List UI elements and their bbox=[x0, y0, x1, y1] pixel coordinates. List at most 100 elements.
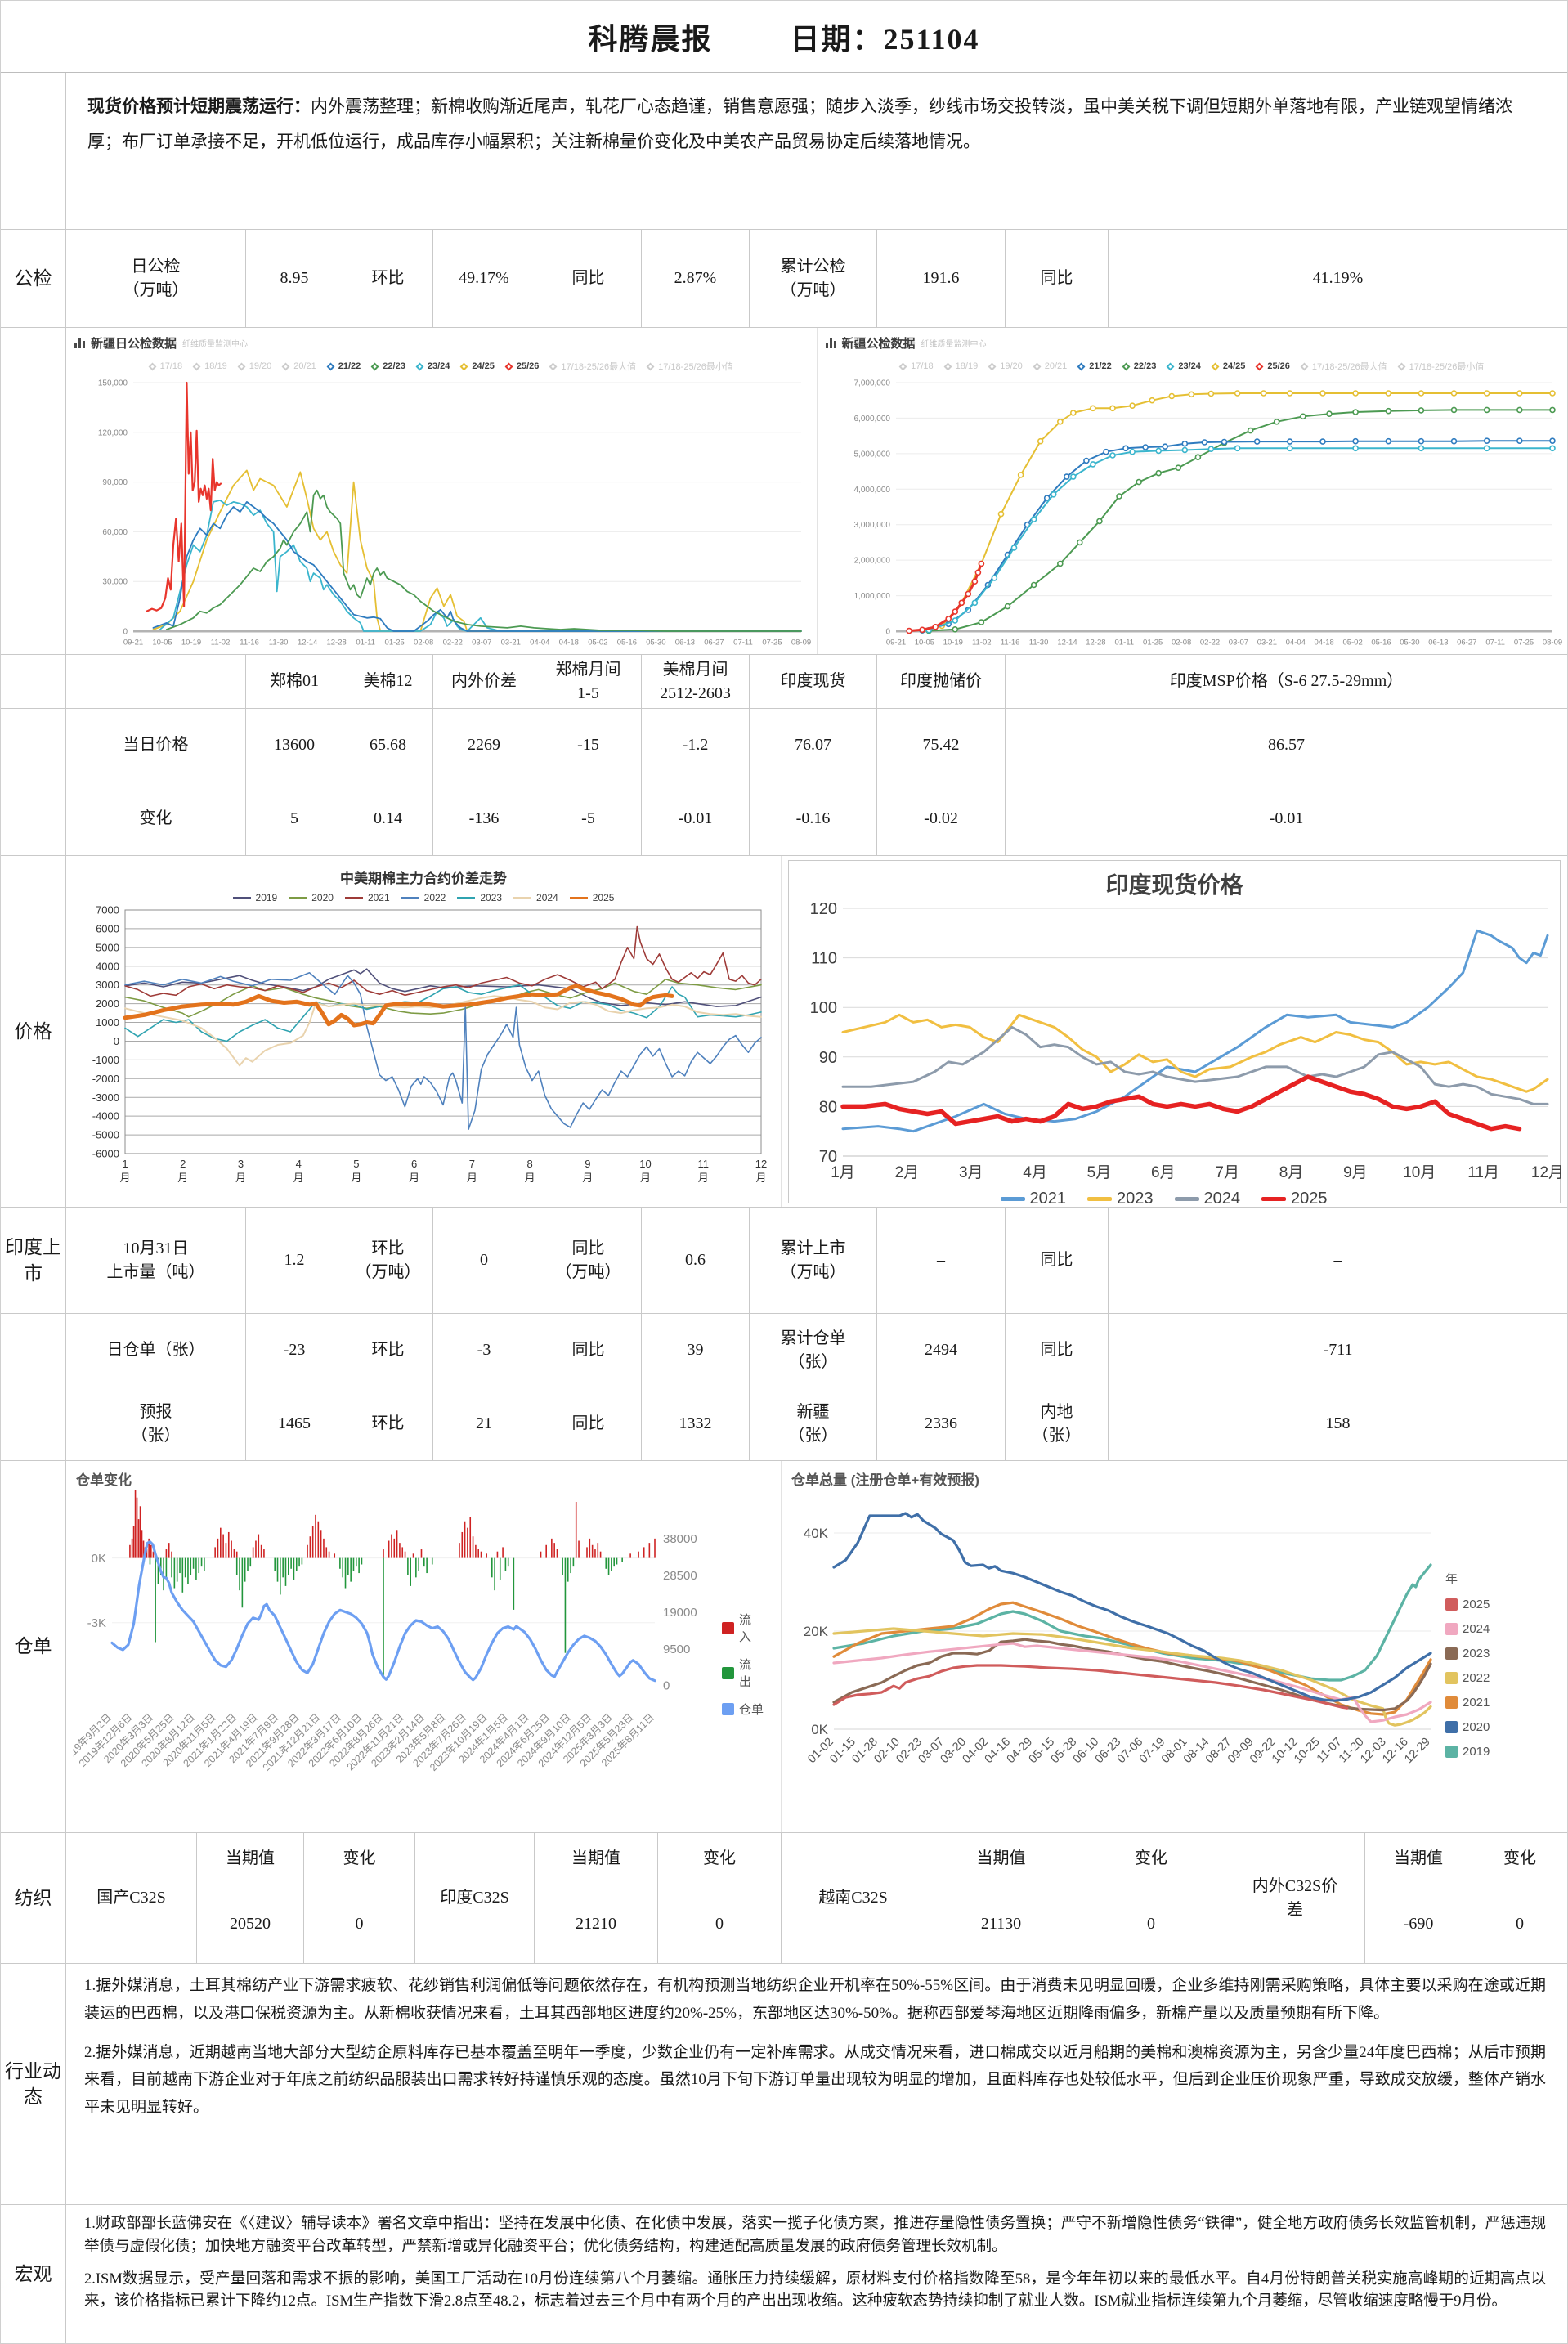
legend-swatch bbox=[1033, 362, 1042, 370]
cumulative-inspection-chart-panel: 新疆公检数据 纤维质量监测中心 17/18 18/19 19/20 20/21 21/2… bbox=[818, 328, 1568, 654]
svg-text:-3000: -3000 bbox=[92, 1091, 119, 1104]
warrant-total-legend-wrap: 年 2025 2024 2023 2022 2021 2020 2019 bbox=[1442, 1570, 1501, 1759]
price-today-table: 当日价格 13600 65.68 2269 -15 -1.2 76.07 75.… bbox=[66, 709, 1567, 782]
svg-text:80: 80 bbox=[819, 1098, 837, 1116]
warrant-daily-label: 日仓单（张） bbox=[66, 1314, 245, 1387]
svg-text:12-14: 12-14 bbox=[298, 639, 317, 648]
price-col-india-reserve: 印度抛储价 bbox=[877, 655, 1005, 708]
svg-text:11-02: 11-02 bbox=[211, 639, 231, 648]
legend-item-24/25: 24/25 bbox=[459, 361, 495, 371]
svg-text:10-25: 10-25 bbox=[1292, 1736, 1323, 1767]
svg-text:120,000: 120,000 bbox=[98, 428, 128, 437]
india-listing-label: 10月31日 上市量（吨） bbox=[66, 1208, 245, 1313]
svg-text:12-28: 12-28 bbox=[1086, 639, 1105, 648]
svg-text:2000: 2000 bbox=[96, 997, 119, 1010]
section-label-price-spacer bbox=[1, 709, 66, 782]
svg-text:90,000: 90,000 bbox=[102, 478, 128, 487]
svg-text:05-02: 05-02 bbox=[588, 639, 607, 648]
xinjiang-value: 2336 bbox=[877, 1387, 1005, 1460]
textile-domestic-current-value: 20520 bbox=[197, 1885, 303, 1963]
warrant-change-legend: 流入 流出 仓单 bbox=[719, 1611, 774, 1718]
legend-item-17/18-25/26最大值: 17/18-25/26最大值 bbox=[549, 360, 636, 373]
warrant-total-legend-title: 年 bbox=[1445, 1572, 1458, 1586]
price-corner-cell bbox=[66, 655, 245, 708]
price-header-label-col bbox=[1, 655, 66, 708]
legend-item-17/18: 17/18 bbox=[898, 361, 934, 371]
price-change-mm-cal: -0.01 bbox=[642, 782, 749, 855]
svg-text:09-21: 09-21 bbox=[123, 639, 143, 648]
legend-item-25/26: 25/26 bbox=[1255, 361, 1290, 371]
svg-text:3,000,000: 3,000,000 bbox=[853, 521, 890, 530]
forecast-mom-label: 环比 bbox=[343, 1387, 432, 1460]
svg-text:4000: 4000 bbox=[96, 960, 119, 972]
legend-item-2022: 2022 bbox=[1445, 1671, 1490, 1685]
legend-swatch bbox=[1211, 362, 1220, 370]
textile-domestic-c32s-label: 国产C32S bbox=[66, 1833, 196, 1963]
price-change-mm12: 0.14 bbox=[343, 782, 432, 855]
cum-inspection-label: 累计公检 （万吨） bbox=[750, 230, 876, 327]
legend-item-2020: 2020 bbox=[289, 892, 334, 903]
svg-text:1000: 1000 bbox=[96, 1016, 119, 1029]
textile-india-current-label: 当期值 bbox=[535, 1833, 657, 1885]
svg-text:10: 10 bbox=[639, 1158, 651, 1170]
price-col-zhengmian01: 郑棉01 bbox=[246, 655, 343, 708]
svg-text:1月: 1月 bbox=[831, 1164, 855, 1181]
legend-item-21/22: 21/22 bbox=[326, 361, 361, 371]
svg-text:月: 月 bbox=[698, 1172, 709, 1184]
price-today-india-reserve: 75.42 bbox=[877, 709, 1005, 782]
forecast-yoy-label: 同比 bbox=[535, 1387, 641, 1460]
svg-text:05-02: 05-02 bbox=[1342, 639, 1362, 648]
svg-text:10月: 10月 bbox=[1403, 1164, 1436, 1181]
svg-text:7月: 7月 bbox=[1215, 1164, 1239, 1181]
svg-text:0: 0 bbox=[114, 1035, 119, 1047]
svg-text:0: 0 bbox=[885, 628, 890, 637]
warrant-total-chart-panel: 仓单总量 (注册仓单+有效预报) 0K 20K 40K 01-02 01-15 01-28… bbox=[782, 1461, 1567, 1832]
warrant-daily-mom-value: -3 bbox=[433, 1314, 535, 1387]
legend-item-仓单: 仓单 bbox=[722, 1701, 774, 1718]
svg-text:月: 月 bbox=[293, 1172, 304, 1184]
svg-text:60,000: 60,000 bbox=[102, 528, 128, 537]
textile-vietnam-current-label: 当期值 bbox=[925, 1833, 1077, 1885]
price-header-table: 郑棉01 美棉12 内外价差 郑棉月间 1-5 美棉月间 2512-2603 印… bbox=[66, 655, 1567, 708]
svg-text:12月: 12月 bbox=[1531, 1164, 1564, 1181]
industry-paragraph-2: 2.据外媒消息，近期越南当地大部分大型纺企原料库存已基本覆盖至明年一季度，少数企… bbox=[84, 2043, 1546, 2117]
forecast-value: 1465 bbox=[246, 1387, 343, 1460]
svg-text:月: 月 bbox=[755, 1172, 766, 1184]
legend-swatch bbox=[988, 362, 997, 370]
svg-text:月: 月 bbox=[409, 1172, 419, 1184]
legend-swatch bbox=[344, 896, 363, 899]
legend-swatch bbox=[1122, 362, 1131, 370]
textile-india-change-value: 0 bbox=[658, 1885, 781, 1963]
textile-vietnam-current-value: 21130 bbox=[925, 1885, 1077, 1963]
svg-text:10-05: 10-05 bbox=[914, 639, 934, 648]
svg-text:10-05: 10-05 bbox=[152, 639, 172, 648]
daily-inspection-yoy-value: 2.87% bbox=[642, 230, 749, 327]
cumulative-chart-source: 纤维质量监测中心 bbox=[921, 340, 987, 349]
svg-text:07-11: 07-11 bbox=[733, 639, 753, 648]
inspection-charts-row: 新疆日公检数据 纤维质量监测中心 17/18 18/19 19/20 20/21 21/… bbox=[1, 328, 1567, 655]
svg-text:110: 110 bbox=[811, 950, 837, 968]
textile-spread-c32s-label: 内外C32S价 差 bbox=[1225, 1833, 1364, 1963]
svg-text:2: 2 bbox=[180, 1158, 186, 1170]
section-label-industry: 行业动 态 bbox=[1, 1964, 66, 2204]
svg-text:01-25: 01-25 bbox=[1143, 639, 1163, 648]
legend-item-流出: 流出 bbox=[722, 1656, 763, 1690]
macro-paragraphs: 1.财政部部长蓝佛安在《〈建议〉辅导读本》署名文章中指出：坚持在发展中化债、在化… bbox=[66, 2205, 1567, 2343]
svg-text:11: 11 bbox=[698, 1158, 710, 1170]
svg-text:12-28: 12-28 bbox=[326, 639, 346, 648]
neidi-label: 内地 （张） bbox=[1006, 1387, 1108, 1460]
legend-item-流入: 流入 bbox=[722, 1611, 763, 1645]
price-change-zm01: 5 bbox=[246, 782, 343, 855]
price-today-zm01: 13600 bbox=[246, 709, 343, 782]
price-col-meimian12: 美棉12 bbox=[343, 655, 432, 708]
svg-text:01-11: 01-11 bbox=[356, 639, 375, 648]
svg-text:6月: 6月 bbox=[1151, 1164, 1176, 1181]
report-title: 科腾晨报 bbox=[588, 22, 713, 56]
svg-text:月: 月 bbox=[177, 1172, 188, 1184]
daily-inspection-chart-panel: 新疆日公检数据 纤维质量监测中心 17/18 18/19 19/20 20/21 21/… bbox=[66, 328, 818, 654]
textile-table: 国产C32S 当期值 变化 20520 0 印度C32S 当期值 变化 2121… bbox=[66, 1833, 1567, 1963]
textile-vietnam-c32s-label: 越南C32S bbox=[782, 1833, 925, 1963]
svg-text:04-04: 04-04 bbox=[530, 639, 549, 648]
svg-text:0K: 0K bbox=[811, 1722, 828, 1737]
